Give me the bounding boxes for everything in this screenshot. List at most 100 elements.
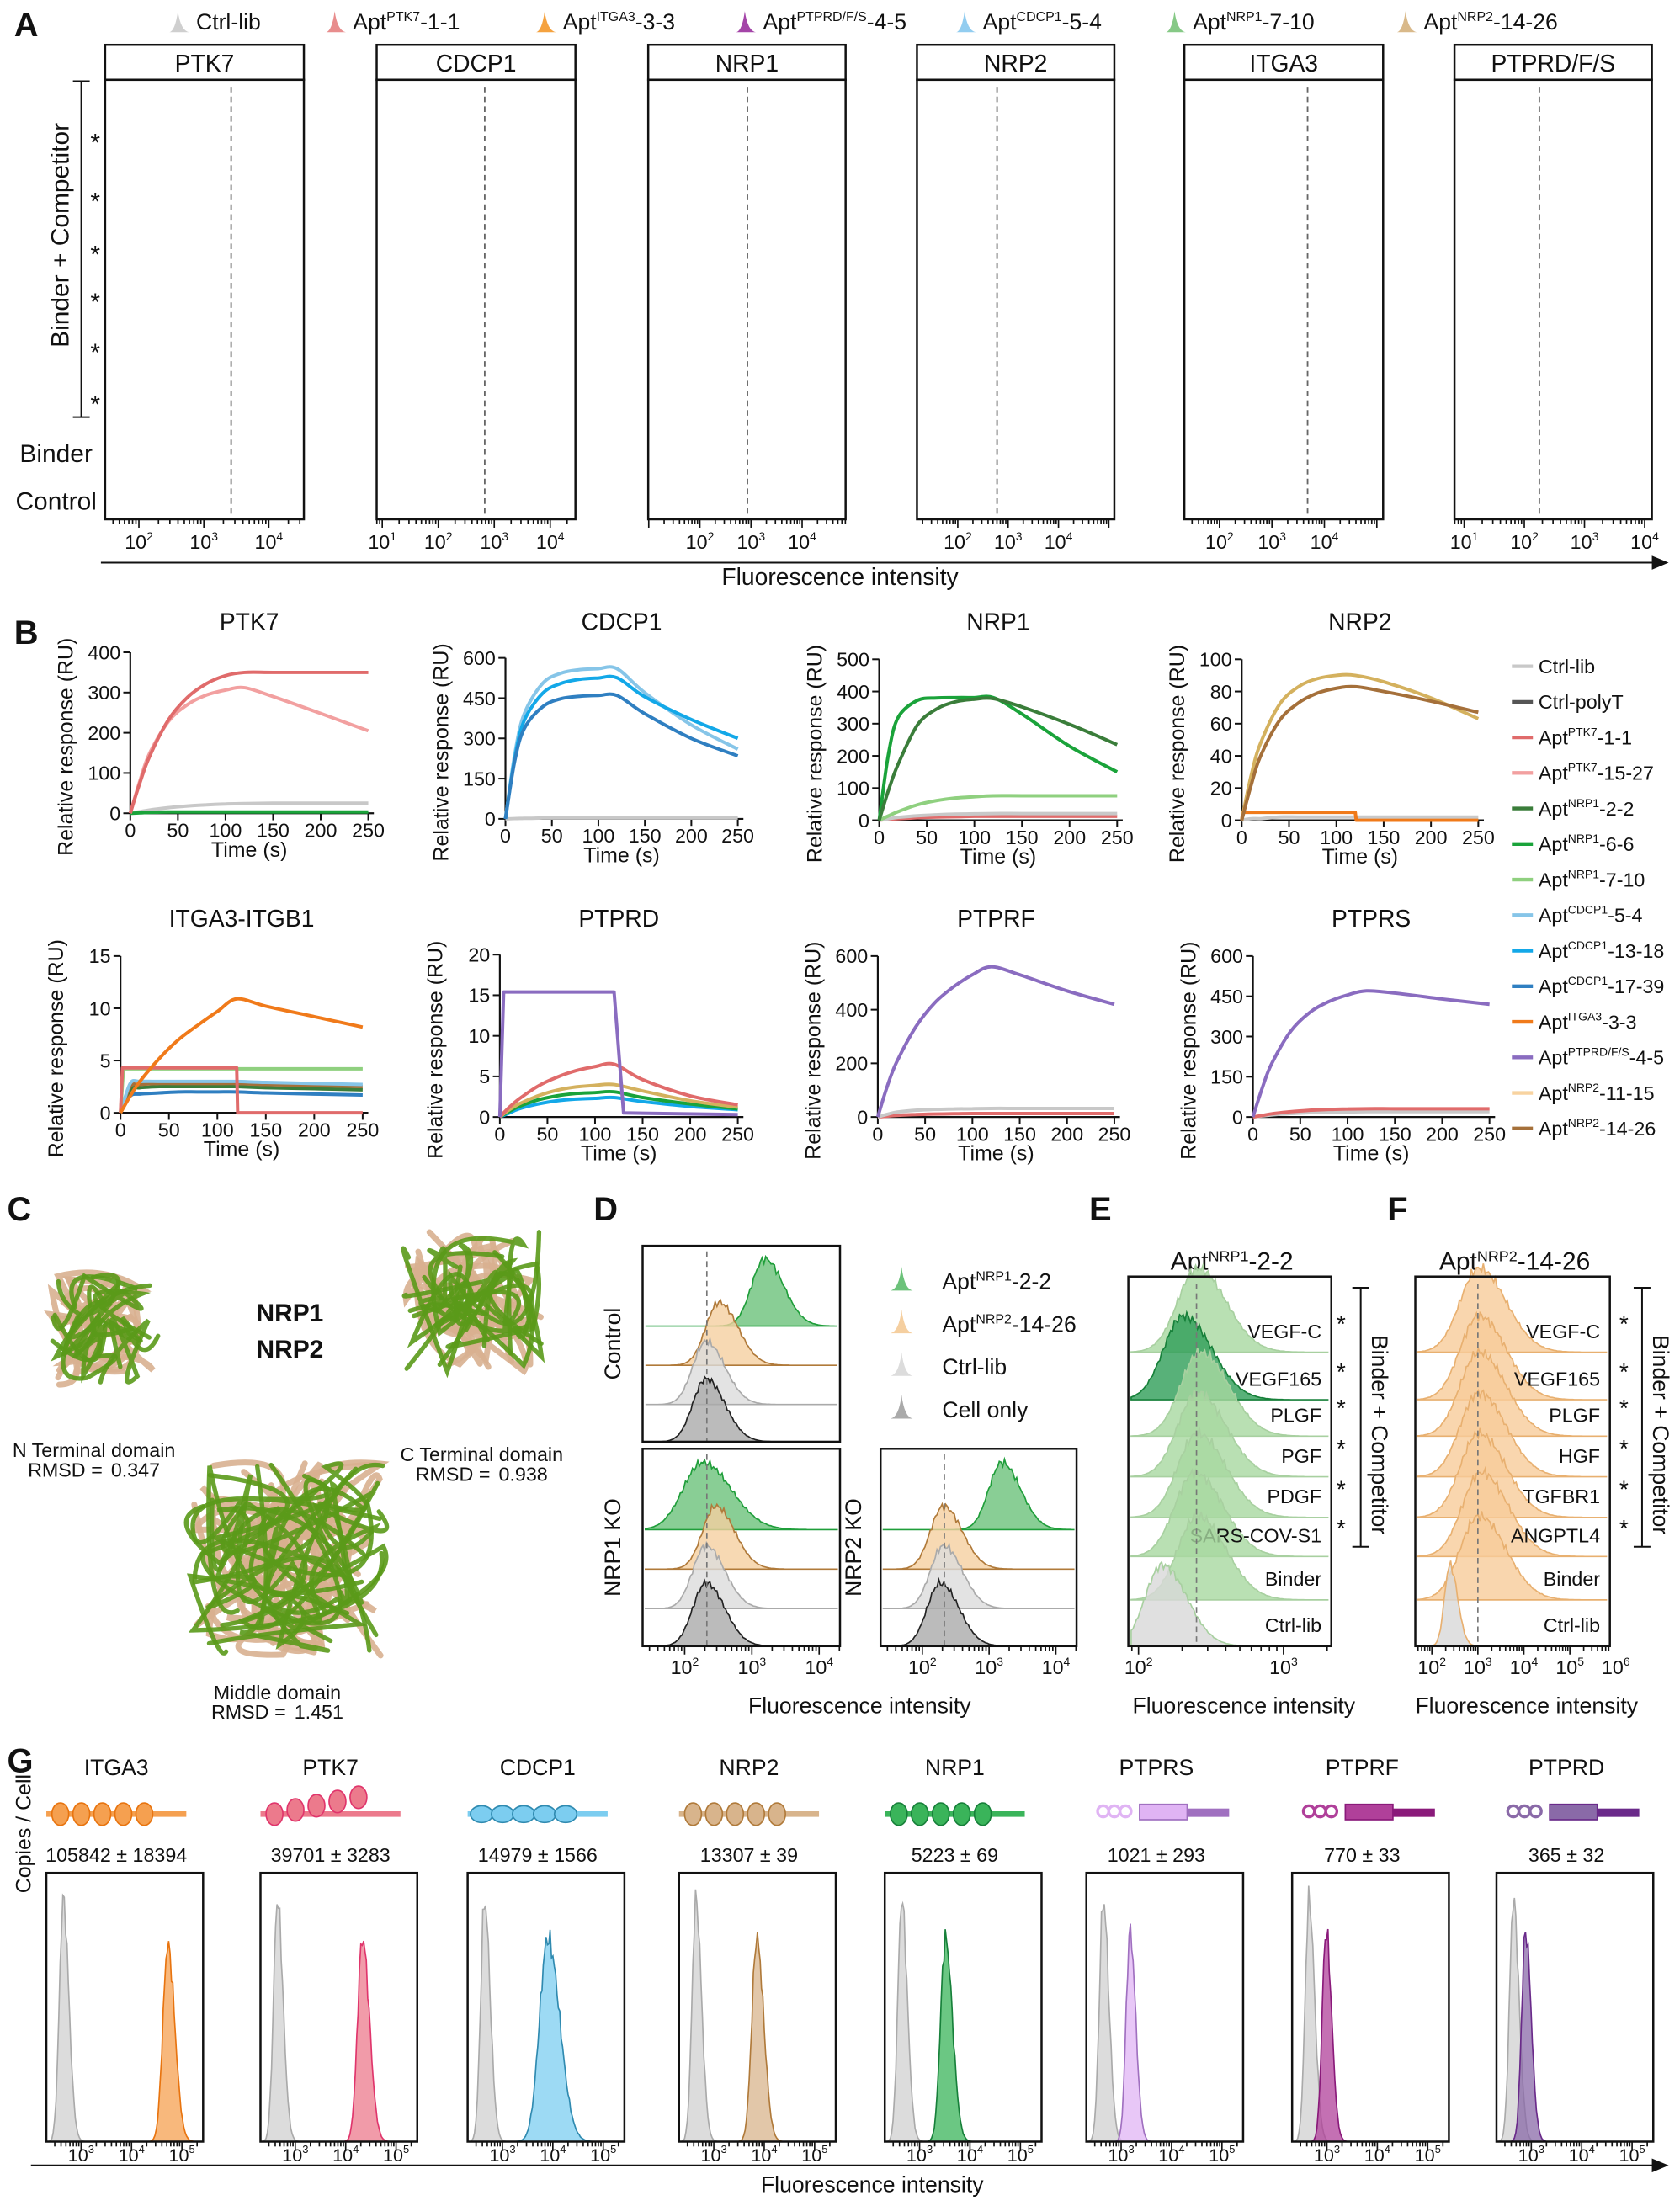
tick-exponent: 3 [1334,2143,1340,2156]
tick-label: 103 [975,1655,1003,1678]
panel_f: AptNRP2-14-26 VEGF-C * VEGF165 * PLGF * HGF * TGF… [1414,1247,1673,1719]
label-suffix: -7-10 [1263,9,1315,35]
label-base: Apt [1539,798,1568,820]
legend-label: AptNRP1-7-10 [1193,9,1315,35]
y-tick-label: 400 [835,999,868,1021]
histogram-frame [1453,78,1653,521]
x-axis-label: Time (s) [211,838,288,862]
series-line [119,1078,363,1114]
spr-chart-ptk7: PTK7 0 100 200 300 400 0 50 100 150 200 250 Time (s)… [55,608,385,861]
ribbon-strand [407,1272,534,1348]
significance-star: * [90,289,100,316]
label-superscript: NRP2 [976,1312,1012,1326]
x-tick-label: 200 [1415,827,1448,848]
ribbon-strand [98,1317,151,1385]
label-superscript: PTPRD/F/S [796,10,866,24]
y-tick-label: 600 [835,945,868,967]
series-line [128,685,369,814]
legend-label: AptNRP1-2-2 [942,1269,1051,1294]
domain-shape [973,1802,992,1826]
fn3-repeats [1139,1803,1188,1821]
histogram-binder-nrp2 [882,1502,1075,1571]
y-tick-label: 200 [837,745,869,767]
tick-exponent: 4 [276,529,283,543]
tick-exponent: 5 [1229,2143,1235,2156]
ribbon-strand [52,1312,161,1363]
tick-base: 10 [957,2145,977,2166]
y-axis-label: Relative response (RU) [55,638,78,856]
significance-star: * [1337,1475,1346,1502]
legend-item: AptCDCP1-17-39 [1512,974,1664,997]
transmembrane-tail [1187,1808,1230,1817]
tick-label: 104 [788,529,816,553]
x-tick-label: 150 [1003,1123,1036,1145]
histogram-frame [641,1244,842,1443]
label-superscript: PTK7 [1568,761,1598,774]
tick-base: 10 [1364,2145,1385,2166]
tick-label: 102 [686,529,715,553]
y-tick-label: 400 [837,681,869,703]
tick-exponent: 4 [1332,529,1339,543]
ig-loop [1301,1804,1316,1819]
tick-exponent: 5 [1640,2143,1645,2156]
tick-base: 10 [1209,2145,1229,2166]
legend-item: AptITGA3-3-3 [1512,1009,1636,1033]
tick-exponent: 2 [1146,1655,1153,1668]
histogram-binder-nrp1 [645,1458,838,1531]
legend-item: AptPTPRD/F/S-4-5 [736,9,906,35]
label-suffix: -2-2 [1599,798,1634,820]
legend-item: AptCDCP1-5-4 [1512,903,1643,927]
tick-exponent: 3 [1128,2143,1134,2156]
legend-label: AptPTK7-1-1 [353,9,460,35]
middle-domain-structure-image [183,1459,390,1659]
spr-chart-nrp2: NRP2 0 20 40 60 80 100 0 50 100 150 200 250 Time (s) R… [1166,608,1495,869]
tick-label: 103 [1464,1655,1492,1678]
row-label: PLGF [1549,1405,1600,1427]
tick-exponent: 3 [720,2143,726,2156]
x-tick-label: 0 [1247,1123,1258,1145]
ribbon-strand [427,1246,505,1307]
y-axis-label: Relative response (RU) [424,941,448,1159]
tick-label: 106 [1602,1655,1630,1678]
tick-base: 10 [736,531,758,553]
tick-label: 103 [282,2143,308,2166]
domain-shape [51,1802,70,1826]
group-label: Binder + Competitor [1367,1335,1392,1534]
domain-name: C Terminal domain [400,1443,563,1465]
legend-item: AptITGA3-3-3 [536,9,675,35]
row-label: Binder [1265,1568,1322,1590]
tick-exponent: 5 [403,2143,409,2156]
arrow-head-icon [1651,555,1669,570]
tick-label: 102 [671,1655,699,1678]
panel_e: AptNRP1-2-2 VEGF-C * VEGF165 * PLGF * PGF * PDGF *… [1124,1247,1392,1718]
x-tick-label: 200 [1426,1123,1459,1145]
tick-exponent: 6 [1624,1655,1630,1668]
label-base: Apt [1539,869,1568,890]
row-label: PLGF [1270,1405,1321,1427]
x-tick-label: 150 [257,820,290,842]
series-line [503,674,739,820]
x-tick-label: 150 [249,1119,282,1140]
x-tick-label: 200 [675,825,708,847]
tick-label: 105 [383,2143,409,2166]
x-tick-label: 100 [1332,1123,1364,1145]
label-superscript: NRP2 [1477,1247,1518,1264]
tick-label: 103 [1108,2143,1134,2166]
copies-per-cell-value: 14979 ± 1566 [478,1844,598,1866]
legend-label: AptNRP1-2-2 [1539,796,1635,820]
significance-star: * [1619,1515,1629,1542]
row-label-control: Control [15,487,96,515]
x-tick-label: 150 [629,825,662,847]
tick-label: 103 [489,2143,515,2166]
tick-label: 101 [368,529,396,553]
tick-base: 10 [480,531,502,553]
structure-legend-label: NRP2 [256,1336,323,1363]
cdcp1-domain-schematic [467,1805,608,1824]
label-superscript: NRP2 [1568,1116,1599,1130]
tick-base: 10 [169,2145,189,2166]
label-base: Apt [1193,9,1227,35]
tick-label: 103 [1257,529,1286,553]
ribbon-strand [188,1506,385,1633]
histogram-swatch-icon [890,1267,913,1291]
